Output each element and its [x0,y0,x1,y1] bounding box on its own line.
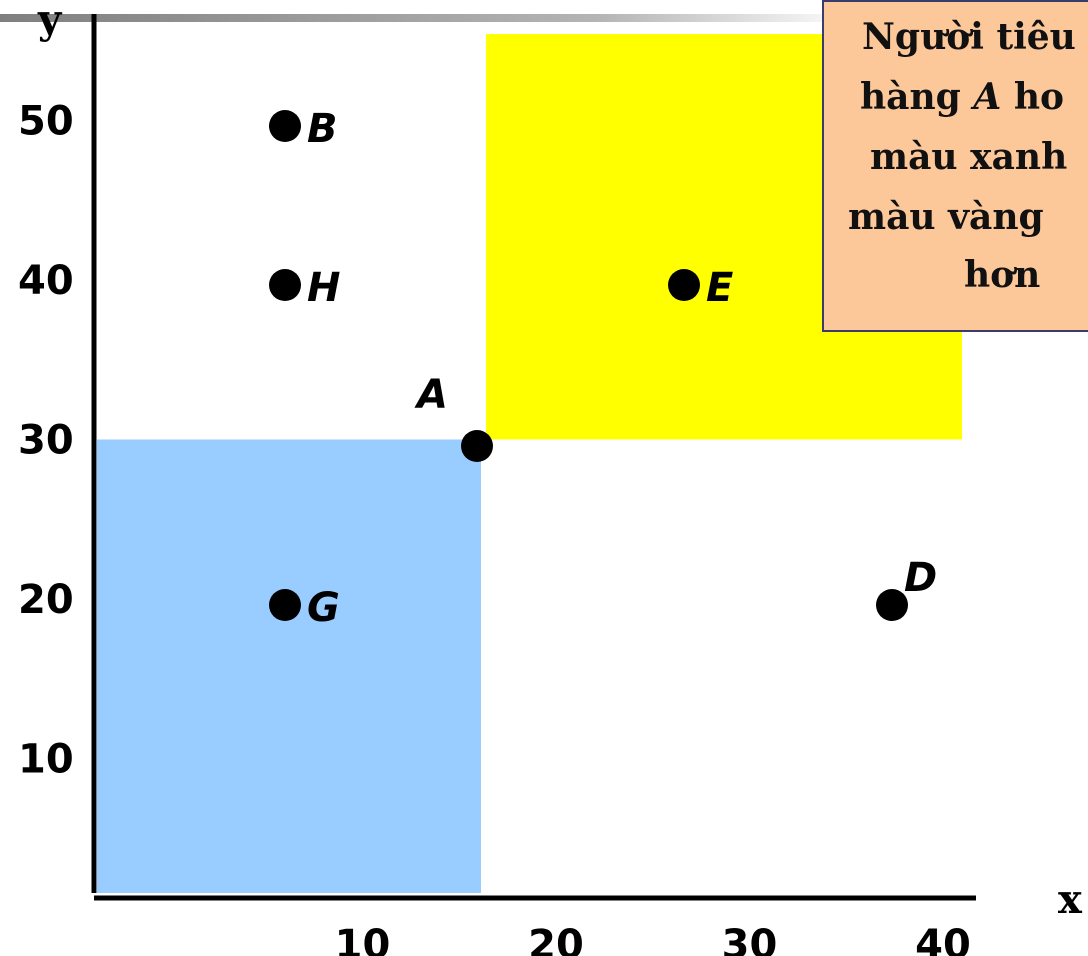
y-tick-label-10: 10 [18,737,74,783]
y-tick-label-30: 30 [18,418,74,464]
top-decor-bar [0,14,860,22]
point-label-A: A [414,372,448,418]
point-label-D: D [904,555,937,601]
point-label-E: E [706,265,733,311]
point-G [269,589,301,621]
x-axis-label: x [1058,876,1082,923]
x-tick-label-40: 40 [915,922,971,956]
x-tick-label-10: 10 [335,922,391,956]
axes-layer [91,14,976,901]
explanation-callout: Người tiêu hàng A ho màu xanh màu vàng h… [822,0,1088,332]
point-label-B: B [307,106,338,152]
y-tick-label-20: 20 [18,577,74,623]
point-B [269,110,301,142]
region-worse [97,439,481,893]
callout-line-4: màu vàng [848,196,1044,238]
callout-line-2-pre: hàng [860,76,974,118]
y-tick-label-40: 40 [18,258,74,304]
callout-line-2-italic: A [973,76,1002,118]
x-tick-label-30: 30 [722,922,778,956]
callout-line-1: Người tiêu [862,16,1076,58]
y-axis-label: y [38,0,62,43]
callout-line-5: hơn [964,254,1040,296]
x-tick-label-20: 20 [528,922,584,956]
callout-line-3-text: màu xanh [870,136,1068,178]
point-A [461,430,493,462]
callout-line-3: màu xanh [870,136,1067,178]
callout-line-2-post: ho [1001,76,1065,118]
point-H [269,269,301,301]
points-layer: B H E A G D [269,106,937,631]
callout-line-2: hàng A ho [860,76,1064,118]
callout-line-1-text: Người tiêu [862,16,1076,58]
point-label-G: G [307,585,340,631]
point-D [876,589,908,621]
callout-line-5-text: hơn [964,254,1041,296]
callout-line-4-text: màu vàng [848,196,1044,238]
point-label-H: H [307,265,340,311]
point-E [668,269,700,301]
y-tick-label-50: 50 [18,99,74,145]
ticks-layer: 10 20 30 40 50 10 20 30 40 [18,99,971,956]
